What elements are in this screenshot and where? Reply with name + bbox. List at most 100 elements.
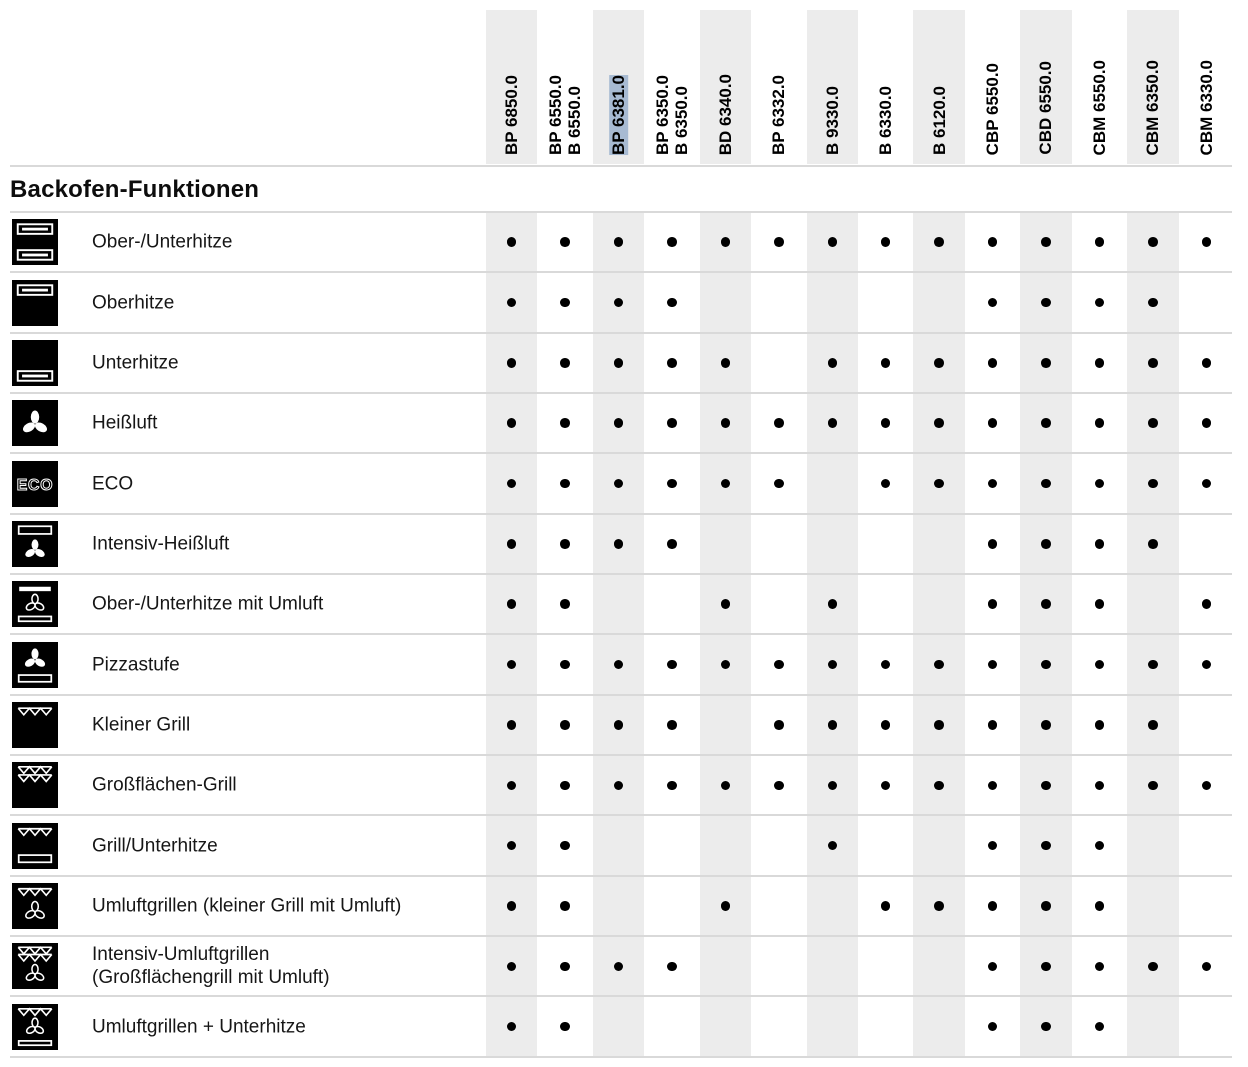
availability-dot [774, 478, 784, 489]
availability-dot [880, 358, 891, 368]
availability-dot [827, 720, 838, 730]
availability-cell [967, 756, 1018, 814]
availability-dot [1094, 720, 1105, 730]
availability-cell [592, 273, 645, 332]
column-header: BP 6350.0 B 6350.0 [646, 10, 697, 164]
availability-cell [699, 635, 752, 694]
availability-dot [1094, 961, 1105, 972]
availability-cell [913, 514, 965, 574]
availability-dot [1041, 418, 1051, 428]
availability-dot [560, 780, 570, 791]
availability-dot [987, 358, 998, 368]
availability-cell [753, 454, 804, 512]
availability-dot [827, 599, 838, 609]
model-name: BP 6350.0 B 6350.0 [653, 75, 691, 155]
availability-cell [699, 816, 752, 875]
availability-dot [827, 358, 838, 368]
availability-dot [667, 659, 677, 670]
availability-dot [560, 659, 570, 670]
availability-dot [720, 659, 731, 670]
model-name-line: BP 6350.0 [652, 74, 672, 155]
availability-cell [539, 273, 590, 331]
availability-dot [987, 901, 998, 911]
availability-cell [913, 333, 965, 393]
availability-dot [1201, 780, 1212, 791]
availability-dot [506, 780, 517, 791]
availability-cell [699, 937, 752, 996]
availability-dot [987, 720, 998, 730]
availability-dot [880, 478, 891, 489]
availability-dot [506, 599, 517, 609]
column-header: CBM 6550.0 [1074, 10, 1125, 164]
availability-dot [506, 418, 517, 428]
availability-cell [699, 575, 752, 634]
availability-cell [699, 454, 752, 513]
availability-cell [753, 696, 804, 754]
availability-dot [1201, 237, 1212, 247]
availability-cell [806, 575, 858, 634]
availability-cell [1181, 394, 1232, 452]
availability-cells [486, 213, 1232, 272]
availability-dot [934, 358, 944, 368]
availability-cells [486, 876, 1232, 936]
hot-air-fan-icon [12, 400, 58, 447]
column-header: BP 6332.0 [753, 10, 804, 164]
top-heat-icon [12, 279, 58, 326]
availability-cell [592, 575, 645, 634]
availability-cell [1020, 333, 1072, 393]
availability-cell [1020, 273, 1072, 332]
availability-dot [613, 780, 624, 791]
availability-cell [699, 273, 752, 332]
availability-dot [720, 901, 731, 911]
availability-cell [860, 515, 911, 573]
availability-cell [860, 696, 911, 754]
availability-dot [506, 720, 517, 730]
availability-cell [1074, 394, 1125, 452]
availability-cell [1181, 334, 1232, 392]
availability-cell [486, 937, 538, 996]
model-name-line: BP 6550.0 [545, 74, 565, 155]
availability-cell [913, 394, 965, 453]
availability-cell [646, 454, 697, 512]
availability-dot [934, 418, 944, 428]
availability-cell [753, 575, 804, 633]
column-header: CBM 6350.0 [1127, 10, 1179, 164]
availability-cell [699, 394, 752, 453]
function-label: Intensiv-Heißluft [92, 532, 229, 555]
model-name: B 6120.0 [930, 86, 949, 155]
availability-cell [967, 877, 1018, 935]
availability-cells [486, 454, 1232, 513]
availability-cell [1127, 514, 1179, 574]
availability-cell [753, 877, 804, 935]
availability-cell [1020, 394, 1072, 453]
column-header: BP 6550.0 B 6550.0 [539, 10, 590, 164]
availability-dot [1201, 599, 1212, 609]
column-header: BD 6340.0 [699, 10, 752, 164]
availability-dot [560, 478, 570, 489]
availability-cell [1181, 454, 1232, 512]
availability-dot [1148, 780, 1158, 791]
availability-cell [539, 454, 590, 512]
availability-cell [646, 756, 697, 814]
function-label-line: Pizzastufe [92, 653, 180, 675]
availability-cell [1127, 695, 1179, 755]
function-row: Ober-/Unterhitze [10, 213, 1232, 274]
function-row: Umluftgrillen + Unterhitze [10, 997, 1232, 1058]
availability-cell [646, 937, 697, 995]
availability-dot [1148, 659, 1158, 670]
availability-cell [486, 997, 538, 1056]
availability-dot [720, 780, 731, 791]
function-label: Ober-/Unterhitze mit Umluft [92, 593, 323, 616]
availability-cell [1074, 635, 1125, 693]
availability-cell [1181, 515, 1232, 573]
column-header: B 6120.0 [913, 10, 965, 164]
function-row: Kleiner Grill [10, 695, 1232, 757]
availability-cell [967, 937, 1018, 995]
availability-cell [1181, 635, 1232, 693]
availability-cell [1181, 696, 1232, 754]
availability-dot [827, 418, 838, 428]
model-column-headers: BP 6850.0 BP 6550.0 B 6550.0 BP 6381.0 BP 63… [486, 10, 1232, 164]
availability-dot [987, 780, 998, 791]
model-name: BP 6850.0 [502, 75, 521, 155]
function-row: Oberhitze [10, 273, 1232, 334]
